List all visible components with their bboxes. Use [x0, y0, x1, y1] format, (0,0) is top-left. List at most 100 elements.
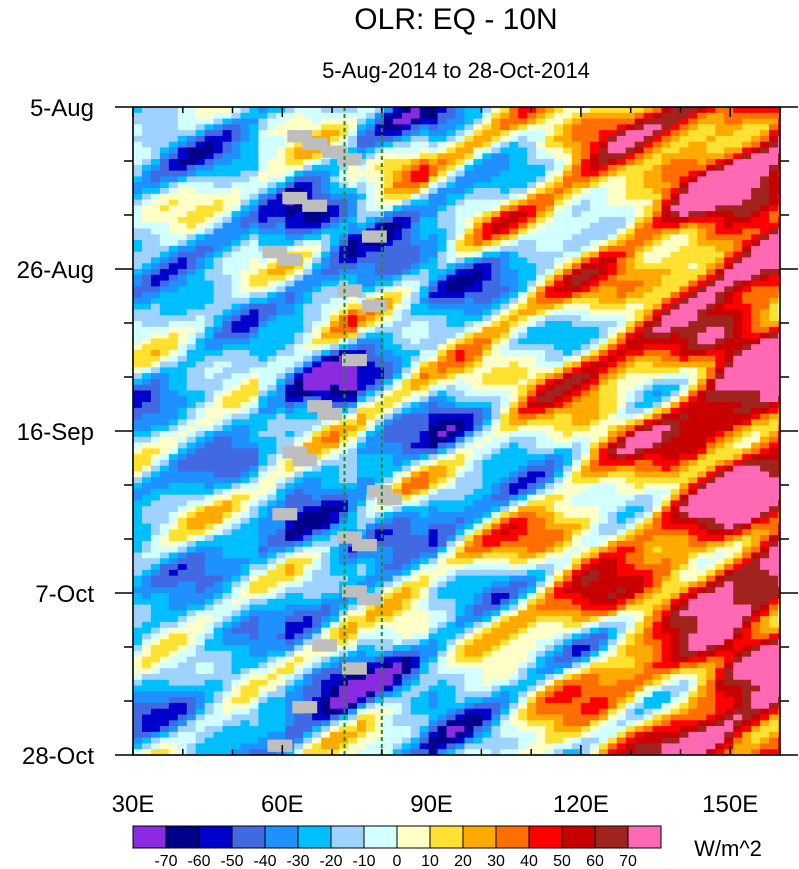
heatmap-cell — [410, 240, 421, 247]
heatmap-cell — [616, 130, 627, 137]
heatmap-cell — [133, 164, 143, 172]
heatmap-cell — [509, 396, 519, 403]
heatmap-cell — [159, 245, 170, 253]
heatmap-cell — [383, 286, 394, 293]
heatmap-cell — [518, 338, 528, 345]
heatmap-cell — [607, 390, 618, 397]
heatmap-cell — [697, 407, 707, 415]
heatmap-cell — [285, 384, 295, 392]
heatmap-cell — [177, 193, 188, 201]
heatmap-cell — [760, 448, 770, 455]
heatmap-cell — [742, 297, 752, 305]
heatmap-cell — [348, 199, 358, 206]
heatmap-cell — [321, 448, 331, 455]
heatmap-cell — [249, 402, 260, 409]
heatmap-cell — [410, 112, 421, 120]
heatmap-cell — [330, 269, 340, 276]
heatmap-cell — [437, 471, 448, 478]
heatmap-cell — [374, 292, 385, 299]
heatmap-cell — [195, 286, 206, 293]
heatmap-cell — [670, 396, 681, 403]
heatmap-cell — [491, 292, 501, 299]
heatmap-cell — [536, 153, 546, 160]
heatmap-cell — [500, 263, 510, 270]
heatmap-cell — [625, 159, 636, 166]
heatmap-cell — [751, 344, 761, 351]
heatmap-cell — [410, 338, 421, 345]
heatmap-cell — [401, 240, 412, 247]
heatmap-cell — [383, 413, 394, 421]
heatmap-cell — [186, 488, 197, 496]
heatmap-cell — [383, 390, 394, 397]
heatmap-cell — [509, 303, 519, 311]
heatmap-cell — [706, 199, 716, 206]
heatmap-cell — [159, 205, 170, 212]
heatmap-cell — [634, 251, 645, 259]
heatmap-cell — [509, 436, 519, 444]
heatmap-cell — [356, 344, 367, 351]
heatmap-cell — [330, 315, 340, 322]
heatmap-cell — [437, 373, 448, 380]
heatmap-cell — [598, 407, 609, 415]
heatmap-cell — [580, 188, 591, 195]
heatmap-cell — [392, 350, 403, 357]
heatmap-cell — [330, 390, 340, 397]
heatmap-cell — [670, 170, 681, 178]
heatmap-cell — [213, 251, 224, 259]
heatmap-cell — [652, 390, 663, 397]
heatmap-cell — [652, 257, 663, 264]
heatmap-cell — [679, 130, 690, 137]
heatmap-cell — [598, 338, 609, 345]
heatmap-cell — [419, 211, 430, 218]
heatmap-cell — [231, 193, 242, 201]
heatmap-cell — [195, 135, 206, 143]
heatmap-cell — [177, 373, 188, 380]
heatmap-cell — [625, 216, 636, 224]
heatmap-cell — [222, 269, 233, 276]
heatmap-cell — [778, 274, 780, 282]
heatmap-cell — [356, 164, 367, 172]
heatmap-cell — [419, 286, 430, 293]
heatmap-cell — [545, 303, 555, 311]
heatmap-cell — [177, 251, 188, 259]
heatmap-cell — [527, 141, 537, 149]
heatmap-cell — [742, 309, 752, 316]
heatmap-cell — [312, 431, 322, 438]
heatmap-cell — [437, 315, 448, 322]
heatmap-cell — [168, 500, 179, 507]
heatmap-cell — [428, 193, 439, 201]
heatmap-cell — [527, 355, 537, 363]
heatmap-cell — [168, 211, 179, 218]
heatmap-cell — [589, 402, 600, 409]
heatmap-cell — [321, 112, 331, 120]
heatmap-cell — [598, 135, 609, 143]
heatmap-cell — [482, 419, 492, 426]
heatmap-cell — [455, 413, 466, 421]
heatmap-cell — [536, 488, 546, 496]
heatmap-cell — [679, 384, 690, 392]
heatmap-cell — [231, 315, 242, 322]
heatmap-cell — [571, 309, 582, 316]
heatmap-cell — [222, 199, 233, 206]
heatmap-cell — [571, 321, 582, 328]
heatmap-cell — [589, 188, 600, 195]
heatmap-cell — [778, 332, 780, 340]
heatmap-cell — [267, 147, 277, 154]
heatmap-cell — [625, 315, 636, 322]
heatmap-cell — [446, 263, 457, 270]
heatmap-cell — [661, 205, 672, 212]
heatmap-cell — [222, 234, 233, 241]
heatmap-cell — [751, 188, 761, 195]
heatmap-cell — [697, 269, 707, 276]
heatmap-cell — [356, 471, 367, 478]
heatmap-cell — [455, 367, 466, 374]
heatmap-cell — [661, 130, 672, 137]
heatmap-cell — [482, 141, 492, 149]
heatmap-cell — [276, 321, 286, 328]
heatmap-cell — [348, 373, 358, 380]
heatmap-cell — [563, 199, 573, 206]
heatmap-cell — [679, 344, 690, 351]
heatmap-cell — [589, 216, 600, 224]
heatmap-cell — [392, 361, 403, 368]
heatmap-cell — [500, 355, 510, 363]
